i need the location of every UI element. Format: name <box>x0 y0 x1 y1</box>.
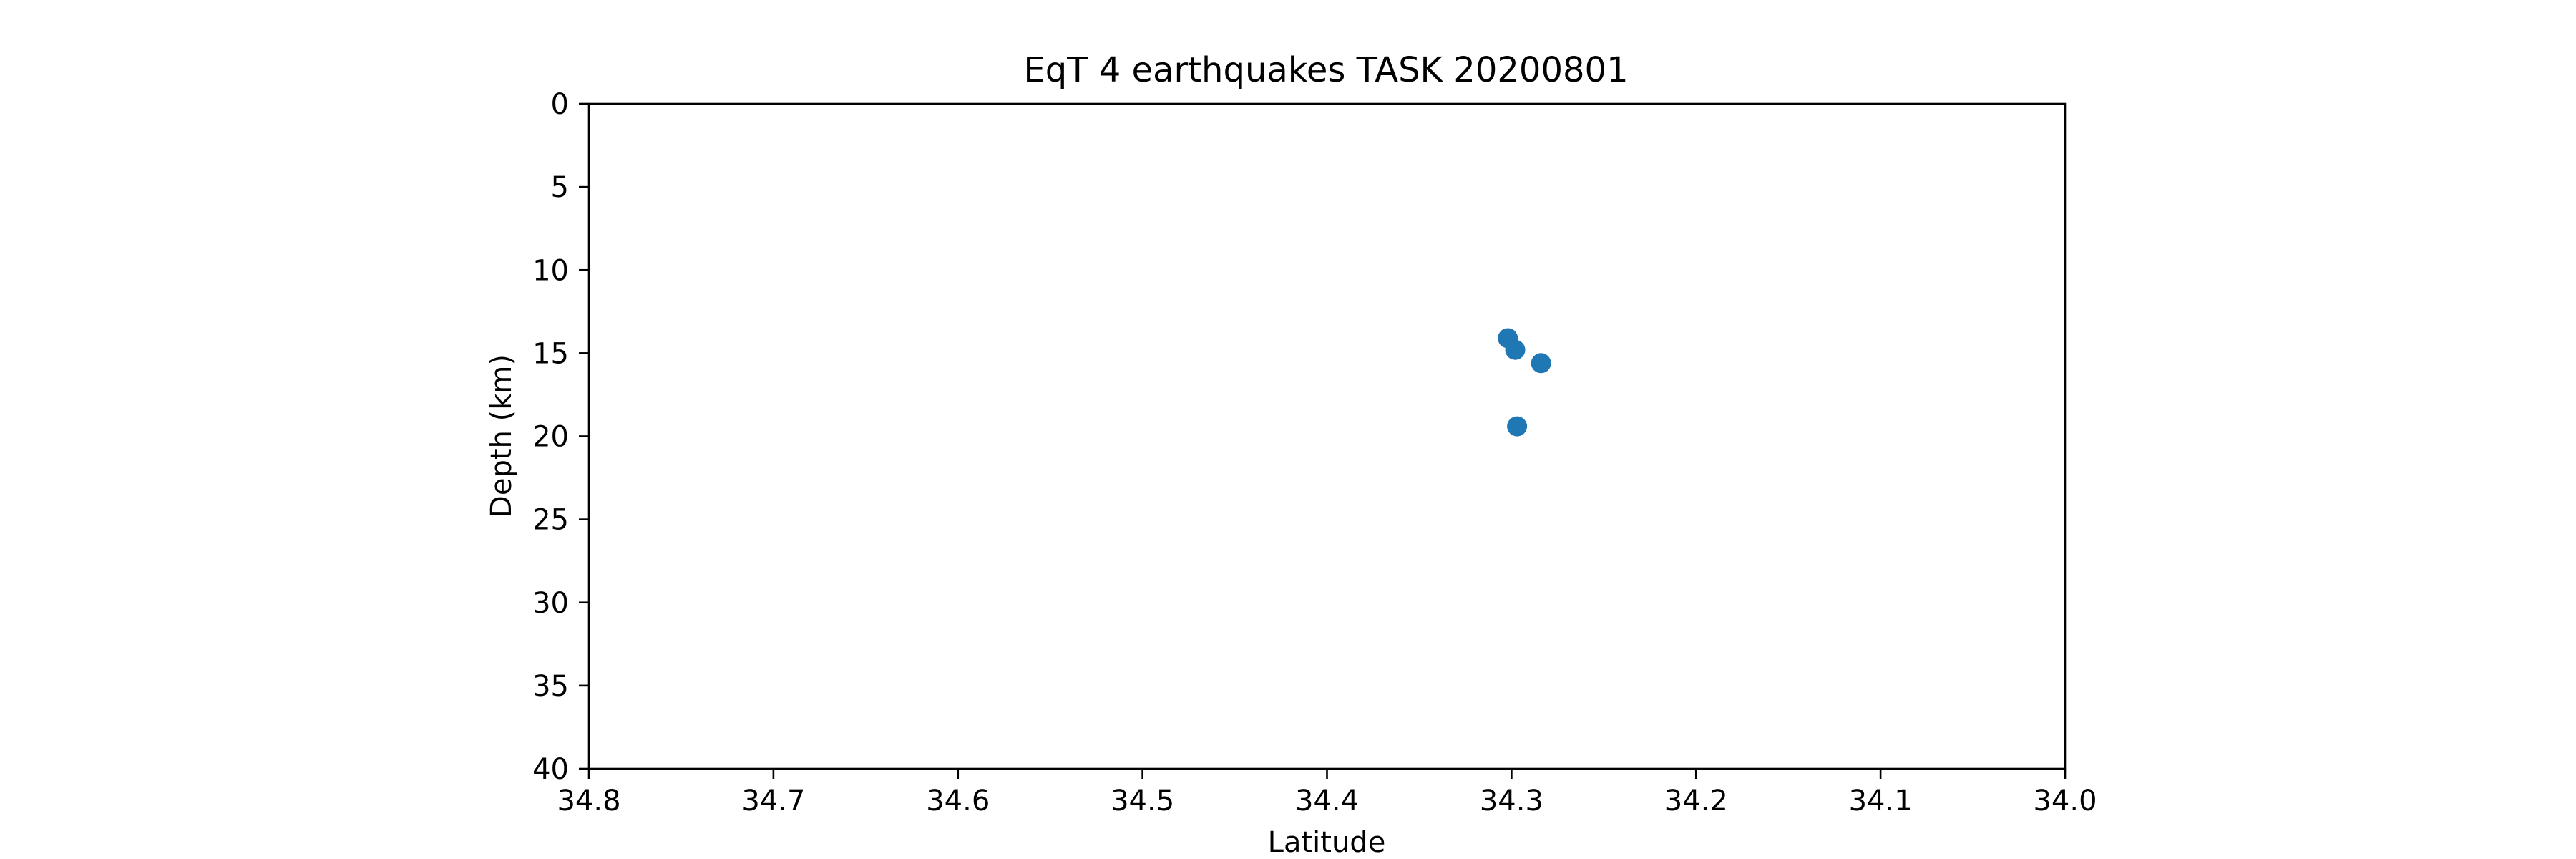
x-tick-label: 34.0 <box>2033 785 2097 817</box>
y-tick-label: 0 <box>551 88 569 121</box>
earthquake-point <box>1531 353 1551 374</box>
earthquake-point <box>1505 339 1526 360</box>
y-tick-label: 5 <box>551 171 569 204</box>
y-tick-label: 20 <box>532 421 569 454</box>
y-tick-label: 15 <box>532 337 569 370</box>
y-tick-label: 30 <box>532 587 569 620</box>
x-tick-label: 34.7 <box>741 785 805 817</box>
x-tick-label: 34.3 <box>1480 785 1543 817</box>
x-axis-label: Latitude <box>1268 826 1386 859</box>
earthquake-point <box>1507 416 1528 437</box>
x-tick-label: 34.2 <box>1664 785 1728 817</box>
x-tick-label: 34.4 <box>1295 785 1359 817</box>
plot-area-frame <box>587 102 2067 770</box>
y-tick-label: 10 <box>532 254 569 287</box>
y-tick-label: 40 <box>532 753 569 786</box>
x-tick-label: 34.6 <box>926 785 990 817</box>
chart-title: EqT 4 earthquakes TASK 20200801 <box>1023 50 1628 90</box>
y-axis-label: Depth (km) <box>485 354 518 518</box>
x-tick-label: 34.5 <box>1111 785 1174 817</box>
data-points <box>1498 328 1551 437</box>
y-axis-ticks: 0 5 10 15 20 25 30 35 40 <box>532 88 589 786</box>
x-axis-ticks: 34.8 34.7 34.6 34.5 34.4 34.3 34.2 34.1 34.0 <box>557 769 2097 817</box>
y-tick-label: 25 <box>532 504 569 537</box>
y-tick-label: 35 <box>532 670 569 703</box>
x-tick-label: 34.8 <box>557 785 620 817</box>
x-tick-label: 34.1 <box>1849 785 1913 817</box>
